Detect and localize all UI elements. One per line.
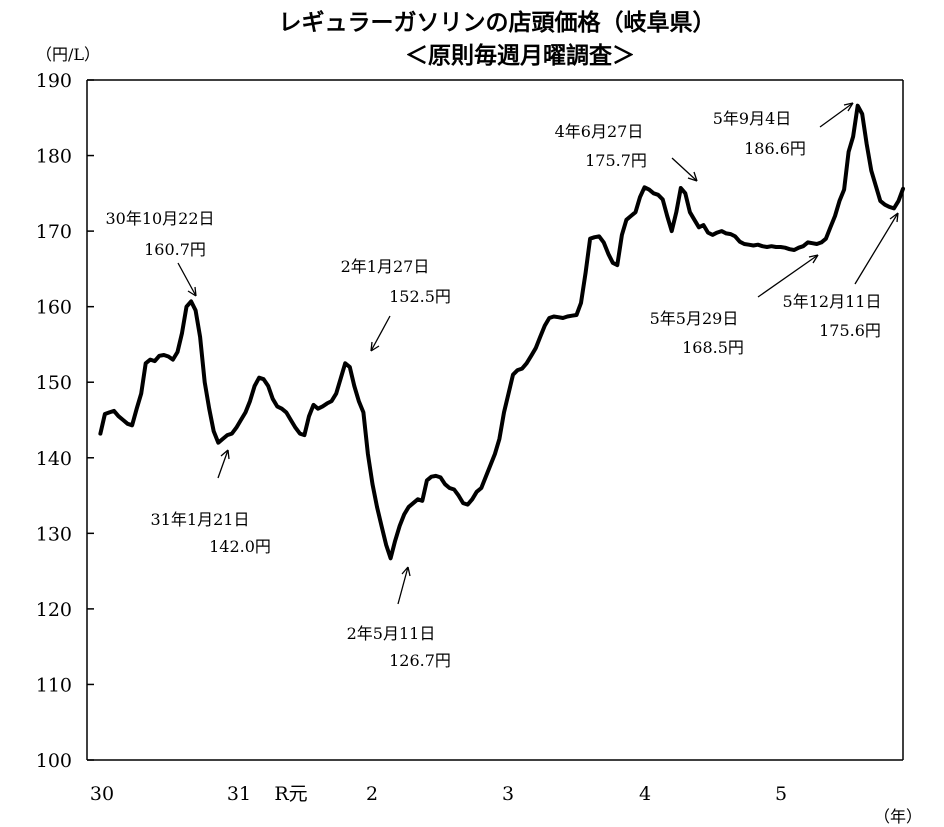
annotation-arrow [397, 566, 409, 605]
arrow-head-icon [370, 341, 380, 352]
y-tick-label: 100 [36, 750, 72, 772]
arrow-head-icon [889, 212, 899, 223]
annotation-5-5-29: 5年5月29日 168.5円 [650, 254, 819, 357]
annotation-2-1-27: 2年1月27日 152.5円 [341, 257, 451, 352]
annotation-date: 2年5月11日 [347, 624, 436, 643]
x-axis-unit-label: （年） [874, 807, 922, 826]
annotation-arrow [757, 254, 819, 298]
x-tick-group: 30 31 R元 2 3 4 5 [90, 783, 787, 805]
annotation-arrow [370, 315, 391, 352]
annotation-date: 4年6月27日 [555, 122, 644, 141]
y-tick-label: 170 [36, 221, 72, 243]
arrow-head-icon [687, 171, 698, 182]
y-tick-label: 110 [36, 674, 72, 696]
annotation-arrow [217, 449, 229, 479]
y-tick-label: 180 [36, 146, 72, 168]
y-tick-label: 160 [36, 297, 72, 319]
annotation-arrow [819, 102, 854, 128]
arrow-head-icon [808, 254, 819, 264]
y-tick-label: 140 [36, 448, 72, 470]
y-tick-label: 150 [36, 372, 72, 394]
annotation-2-5-11: 2年5月11日 126.7円 [347, 566, 451, 670]
annotation-value: 186.6円 [744, 139, 806, 158]
annotation-value: 126.7円 [389, 651, 451, 670]
x-tick-label: 2 [366, 783, 378, 805]
annotation-value: 175.6円 [819, 321, 881, 340]
x-tick-label: 3 [502, 783, 514, 805]
annotation-5-9-4: 5年9月4日 186.6円 [713, 102, 854, 158]
x-tick-label: 4 [639, 783, 651, 805]
annotation-date: 2年1月27日 [341, 257, 430, 276]
annotation-date: 5年9月4日 [713, 109, 792, 128]
annotation-arrow [854, 212, 899, 285]
arrow-head-icon [401, 566, 411, 577]
y-axis-unit-label: （円/L） [36, 45, 100, 64]
arrow-head-icon [187, 286, 197, 297]
arrow-head-icon [220, 449, 230, 460]
annotation-date: 30年10月22日 [105, 209, 214, 228]
annotation-date: 5年5月29日 [650, 309, 739, 328]
x-tick-label: 5 [775, 783, 787, 805]
annotation-value: 152.5円 [389, 287, 451, 306]
chart-title: レギュラーガソリンの店頭価格（岐阜県） [279, 9, 716, 36]
y-tick-label: 120 [36, 599, 72, 621]
annotation-date: 31年1月21日 [151, 510, 250, 529]
x-tick-label: R元 [274, 783, 307, 805]
chart-subtitle: ＜原則毎週月曜調査＞ [405, 42, 635, 69]
annotation-5-12-11: 5年12月11日 175.6円 [783, 212, 899, 340]
x-tick-label: 31 [227, 783, 251, 805]
y-tick-label: 190 [36, 70, 72, 92]
y-tick-group: 100 110 120 130 140 150 160 170 180 190 [36, 70, 94, 772]
price-line-series [98, 103, 905, 561]
annotation-30-10-22: 30年10月22日 160.7円 [105, 209, 215, 297]
annotation-arrow [671, 157, 698, 182]
annotation-date: 5年12月11日 [783, 292, 882, 311]
annotation-value: 175.7円 [585, 151, 647, 170]
annotation-value: 160.7円 [144, 240, 206, 259]
annotation-4-6-27: 4年6月27日 175.7円 [555, 122, 698, 182]
annotation-value: 142.0円 [209, 537, 271, 556]
annotation-value: 168.5円 [682, 338, 744, 357]
annotation-31-1-21: 31年1月21日 142.0円 [151, 449, 271, 556]
x-tick-label: 30 [90, 783, 114, 805]
arrow-head-icon [843, 102, 854, 112]
annotation-arrow [177, 262, 197, 297]
y-tick-label: 130 [36, 523, 72, 545]
